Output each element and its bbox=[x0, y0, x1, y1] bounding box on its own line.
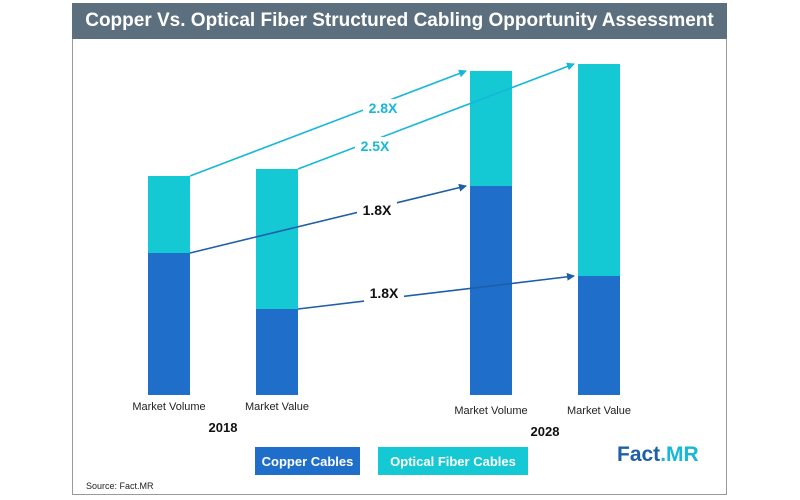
growth-label: 2.8X bbox=[369, 100, 398, 116]
bar-optical-fiber-cables-1 bbox=[256, 169, 298, 309]
category-label: Market Value bbox=[567, 405, 631, 417]
logo-suffix: .MR bbox=[660, 443, 699, 466]
growth-label: 1.8X bbox=[370, 285, 399, 301]
bar-copper-cables-2 bbox=[470, 186, 512, 395]
category-label: Market Volume bbox=[132, 401, 205, 413]
source-note: Source: Fact.MR bbox=[86, 481, 154, 491]
year-label: 2028 bbox=[531, 424, 560, 439]
legend-swatch bbox=[255, 447, 360, 475]
category-label: Market Volume bbox=[454, 405, 527, 417]
growth-arrow bbox=[189, 69, 467, 177]
logo-main: Fact bbox=[617, 443, 661, 466]
growth-label-bg bbox=[364, 284, 404, 302]
chart-title: Copper Vs. Optical Fiber Structured Cabl… bbox=[72, 3, 727, 39]
growth-label-bg bbox=[355, 137, 395, 155]
growth-arrow bbox=[189, 183, 467, 254]
category-label: Market Value bbox=[245, 401, 309, 413]
growth-label: 2.5X bbox=[361, 138, 390, 154]
bar-optical-fiber-cables-3 bbox=[578, 64, 620, 276]
bar-copper-cables-0 bbox=[148, 253, 190, 395]
growth-arrow bbox=[297, 62, 575, 170]
bar-copper-cables-3 bbox=[578, 276, 620, 395]
growth-label-bg bbox=[357, 201, 397, 219]
factmr-logo: Fact.MR bbox=[617, 443, 699, 467]
growth-label-bg bbox=[363, 99, 403, 117]
bar-optical-fiber-cables-2 bbox=[470, 71, 512, 186]
legend-swatch bbox=[378, 447, 528, 475]
legend-label: Optical Fiber Cables bbox=[390, 454, 516, 469]
year-label: 2018 bbox=[209, 420, 238, 435]
growth-arrow bbox=[297, 272, 575, 310]
bar-copper-cables-1 bbox=[256, 309, 298, 395]
legend-label: Copper Cables bbox=[262, 454, 354, 469]
bar-optical-fiber-cables-0 bbox=[148, 176, 190, 253]
growth-label: 1.8X bbox=[363, 202, 392, 218]
